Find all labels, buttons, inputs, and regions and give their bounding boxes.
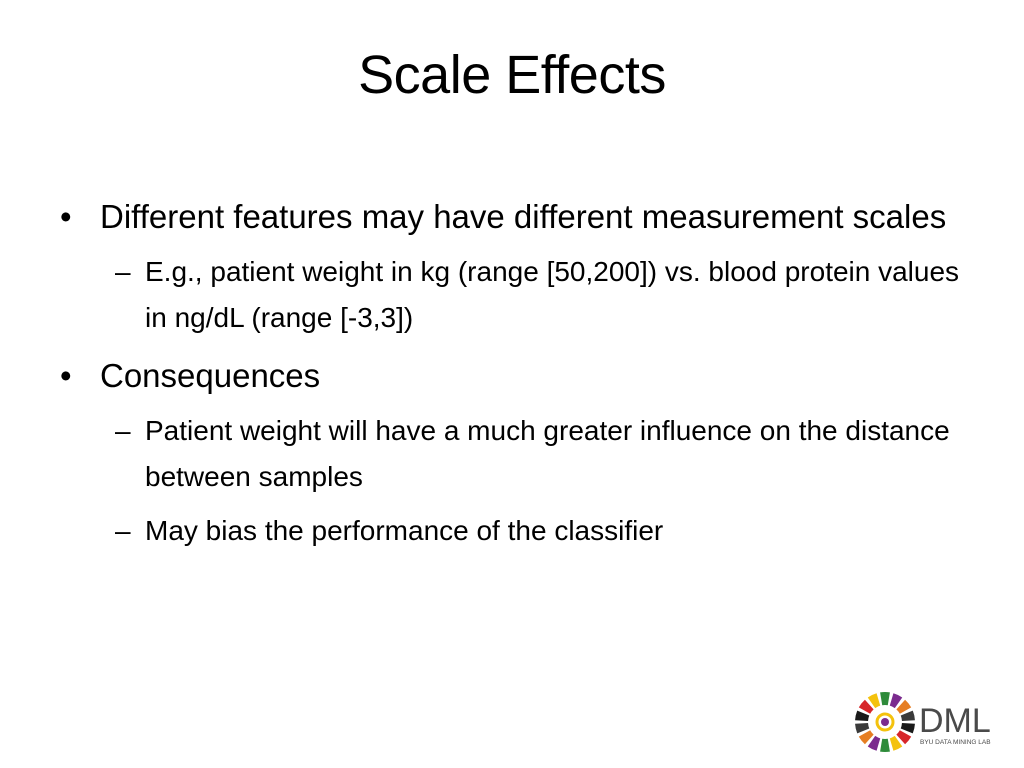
logo-subtext: BYU DATA MINING LAB — [920, 739, 991, 746]
bullet-text: Consequences — [100, 357, 321, 394]
logo-ring-segment — [867, 735, 881, 751]
logo-ring-segment — [858, 699, 874, 714]
bullet-icon: • — [60, 357, 72, 394]
logo-ring-segment — [867, 693, 881, 709]
logo-ring-segment — [896, 730, 912, 745]
logo-ring-segment — [889, 693, 903, 709]
logo-text: DML — [919, 702, 991, 740]
slide-title: Scale Effects — [358, 45, 666, 105]
logo-ring-segment — [855, 710, 870, 721]
sub-bullet-item: – E.g., patient weight in kg (range [50,… — [60, 249, 980, 341]
sub-bullet-text: May bias the performance of the classifi… — [145, 515, 664, 546]
bullet-item: • Consequences — [60, 349, 980, 402]
logo-ring-segment — [900, 710, 915, 721]
sub-bullet-item: – Patient weight will have a much greate… — [60, 408, 980, 500]
bullet-text: Different features may have different me… — [100, 198, 947, 235]
logo-ring-segment — [896, 699, 912, 714]
logo-ring-segment — [889, 735, 903, 751]
sub-bullet-item: – May bias the performance of the classi… — [60, 508, 980, 554]
sub-bullet-text: E.g., patient weight in kg (range [50,20… — [145, 256, 960, 333]
dash-icon: – — [115, 256, 131, 287]
logo-ring-segment — [880, 691, 890, 706]
logo-ring-segment — [900, 723, 915, 734]
bullet-icon: • — [60, 198, 72, 235]
logo-ring-segment — [855, 723, 870, 734]
bullet-item: • Different features may have different … — [60, 190, 980, 243]
dml-logo: DML BYU DATA MINING LAB — [855, 691, 991, 753]
sub-bullet-text: Patient weight will have a much greater … — [145, 415, 950, 492]
logo-ring-segment — [858, 730, 874, 745]
slide-body: • Different features may have different … — [60, 190, 980, 562]
dash-icon: – — [115, 515, 131, 546]
logo-wheel-icon — [855, 691, 915, 753]
logo-ring-segment — [880, 738, 890, 753]
dash-icon: – — [115, 415, 131, 446]
